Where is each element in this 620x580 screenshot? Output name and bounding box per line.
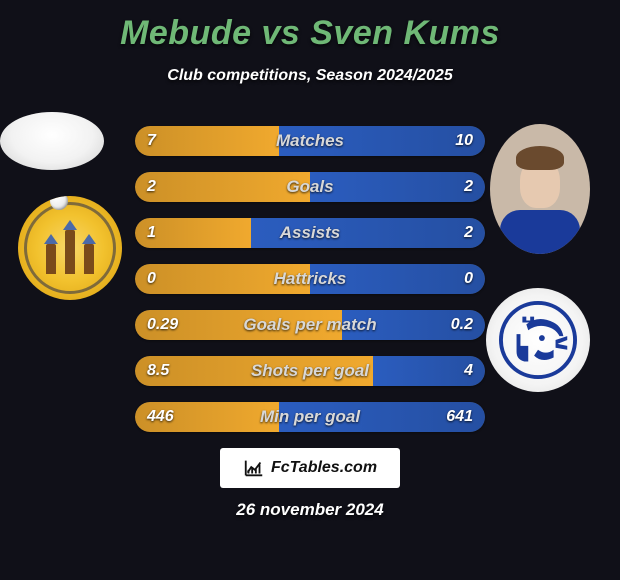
stat-row: Goals2 2 (135, 172, 485, 202)
stat-value-left: 7 (147, 126, 156, 156)
stat-value-left: 0 (147, 264, 156, 294)
westerlo-crest (18, 196, 122, 300)
stat-label: Assists (135, 218, 485, 248)
gent-crest-icon (499, 301, 577, 379)
stat-label: Min per goal (135, 402, 485, 432)
player-left-avatar (0, 112, 104, 170)
stat-row: Shots per goal8.5 4 (135, 356, 485, 386)
stat-value-right: 0 (464, 264, 473, 294)
player-right-avatar (490, 124, 590, 254)
stat-row: Assists1 2 (135, 218, 485, 248)
stat-row: Matches7 10 (135, 126, 485, 156)
stat-value-left: 2 (147, 172, 156, 202)
stat-label: Matches (135, 126, 485, 156)
stat-value-left: 0.29 (147, 310, 178, 340)
stat-row: Min per goal446 641 (135, 402, 485, 432)
comparison-card: Mebude vs Sven Kums Club competitions, S… (0, 0, 620, 580)
stat-value-right: 0.2 (451, 310, 473, 340)
stat-label: Goals per match (135, 310, 485, 340)
stat-bars: Matches710Goals22Assists12Hattricks00Goa… (135, 126, 485, 448)
stat-label: Goals (135, 172, 485, 202)
date-label: 26 november 2024 (0, 500, 620, 520)
stat-value-right: 2 (464, 172, 473, 202)
stat-row: Hattricks0 0 (135, 264, 485, 294)
brand-badge: FcTables.com (220, 448, 400, 488)
page-title: Mebude vs Sven Kums (0, 14, 620, 53)
stat-value-left: 446 (147, 402, 174, 432)
stat-value-right: 641 (446, 402, 473, 432)
stat-value-right: 4 (464, 356, 473, 386)
stat-value-right: 2 (464, 218, 473, 248)
page-subtitle: Club competitions, Season 2024/2025 (0, 67, 620, 85)
stat-value-left: 1 (147, 218, 156, 248)
gent-crest (486, 288, 590, 392)
content-area: Matches710Goals22Assists12Hattricks00Goa… (0, 112, 620, 170)
stat-label: Hattricks (135, 264, 485, 294)
stat-value-left: 8.5 (147, 356, 169, 386)
stat-row: Goals per match0.29 0.2 (135, 310, 485, 340)
stat-label: Shots per goal (135, 356, 485, 386)
brand-chart-icon (243, 457, 265, 479)
stat-value-right: 10 (455, 126, 473, 156)
brand-label: FcTables.com (271, 459, 377, 477)
